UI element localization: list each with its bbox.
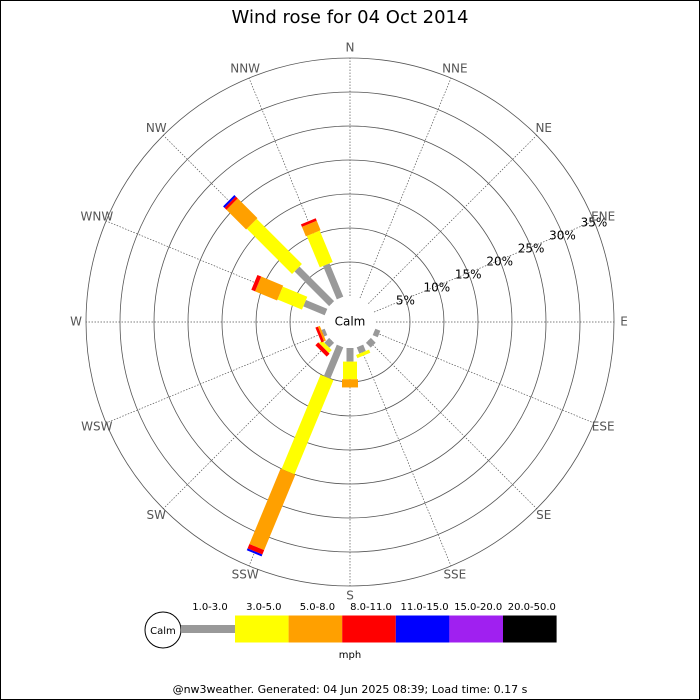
legend-swatch: [342, 615, 396, 643]
spoke: [373, 331, 595, 424]
rose-segment: [346, 348, 354, 362]
legend-swatch: [395, 615, 450, 643]
rose-segment: [255, 276, 284, 301]
rose-segment: [294, 266, 335, 307]
direction-label: W: [70, 315, 82, 329]
rose-segment: [281, 374, 334, 475]
legend-label: 1.0-3.0: [192, 602, 227, 613]
rose-segment: [324, 337, 335, 348]
spoke: [163, 340, 332, 509]
ring-label: 5%: [396, 294, 415, 308]
units-label: mph: [339, 650, 361, 661]
legend-swatch: [449, 615, 503, 643]
direction-label: SSE: [443, 568, 466, 582]
direction-label: WNW: [80, 210, 113, 224]
direction-label: N: [346, 41, 355, 55]
rose-segment: [224, 196, 238, 210]
rose-segment: [306, 230, 333, 268]
rose-segment: [251, 274, 262, 292]
direction-label: WSW: [81, 419, 112, 433]
legend-swatch: [181, 625, 235, 633]
spoke: [368, 340, 537, 509]
direction-label: NW: [146, 121, 167, 135]
rose-segment: [249, 468, 296, 551]
ring-label: 20%: [486, 255, 513, 269]
legend-swatch: [235, 615, 289, 643]
legend-label: 15.0-20.0: [454, 602, 502, 613]
rose-segment: [315, 326, 325, 343]
rose-segment: [321, 328, 328, 337]
rose-segment: [343, 361, 357, 380]
rose-segment: [301, 220, 321, 237]
legend-label: 5.0-8.0: [300, 602, 335, 613]
rose-segment: [226, 198, 258, 230]
legend-swatch: [288, 615, 343, 643]
rose-segment: [246, 548, 263, 557]
direction-label: NNE: [442, 61, 468, 75]
direction-label: SW: [147, 508, 167, 522]
calm-label: Calm: [335, 315, 366, 329]
direction-label: ENE: [591, 210, 615, 224]
legend-calm-label: Calm: [150, 626, 176, 637]
direction-label: NNW: [230, 61, 260, 75]
rose-segment: [317, 325, 326, 342]
ring-label: 10%: [424, 281, 451, 295]
direction-label: SSW: [232, 568, 259, 582]
ring: [153, 125, 547, 519]
ring-label: 25%: [518, 241, 545, 255]
legend-label: 8.0-11.0: [350, 602, 392, 613]
rose-segment: [277, 286, 308, 310]
legend-label: 20.0-50.0: [508, 602, 556, 613]
calm-circle: [325, 297, 375, 347]
rose-segment: [246, 218, 302, 274]
rose-segment: [303, 299, 328, 316]
rose-segment: [323, 263, 344, 300]
footer: @nw3weather. Generated: 04 Jun 2025 08:3…: [173, 683, 528, 696]
legend-label: 11.0-15.0: [401, 602, 449, 613]
rose-segment: [342, 379, 358, 388]
ring-label: 30%: [549, 228, 576, 242]
rose-segment: [315, 342, 330, 357]
ring-label: 35%: [581, 215, 608, 229]
rose-segment: [356, 349, 371, 359]
rose-segment: [300, 218, 317, 227]
rose-segment: [372, 328, 381, 338]
direction-label: E: [620, 315, 628, 329]
legend-swatch: [503, 615, 557, 643]
rose-segment: [247, 543, 265, 555]
direction-label: NE: [535, 121, 552, 135]
chart-title: Wind rose for 04 Oct 2014: [232, 7, 469, 28]
spoke: [359, 345, 452, 567]
direction-label: S: [346, 589, 354, 603]
spoke: [373, 220, 595, 313]
spoke: [105, 331, 327, 424]
rose-segment: [365, 337, 376, 348]
rose-segment: [356, 344, 366, 354]
direction-label: ESE: [592, 419, 615, 433]
spoke: [359, 77, 452, 299]
direction-label: SE: [536, 508, 551, 522]
legend-label: 3.0-5.0: [246, 602, 281, 613]
ring-label: 15%: [455, 268, 482, 282]
ring: [255, 227, 445, 417]
rose-segment: [323, 344, 344, 379]
spoke: [368, 135, 537, 304]
rose-segment: [318, 340, 332, 354]
rose-segment: [223, 195, 236, 208]
